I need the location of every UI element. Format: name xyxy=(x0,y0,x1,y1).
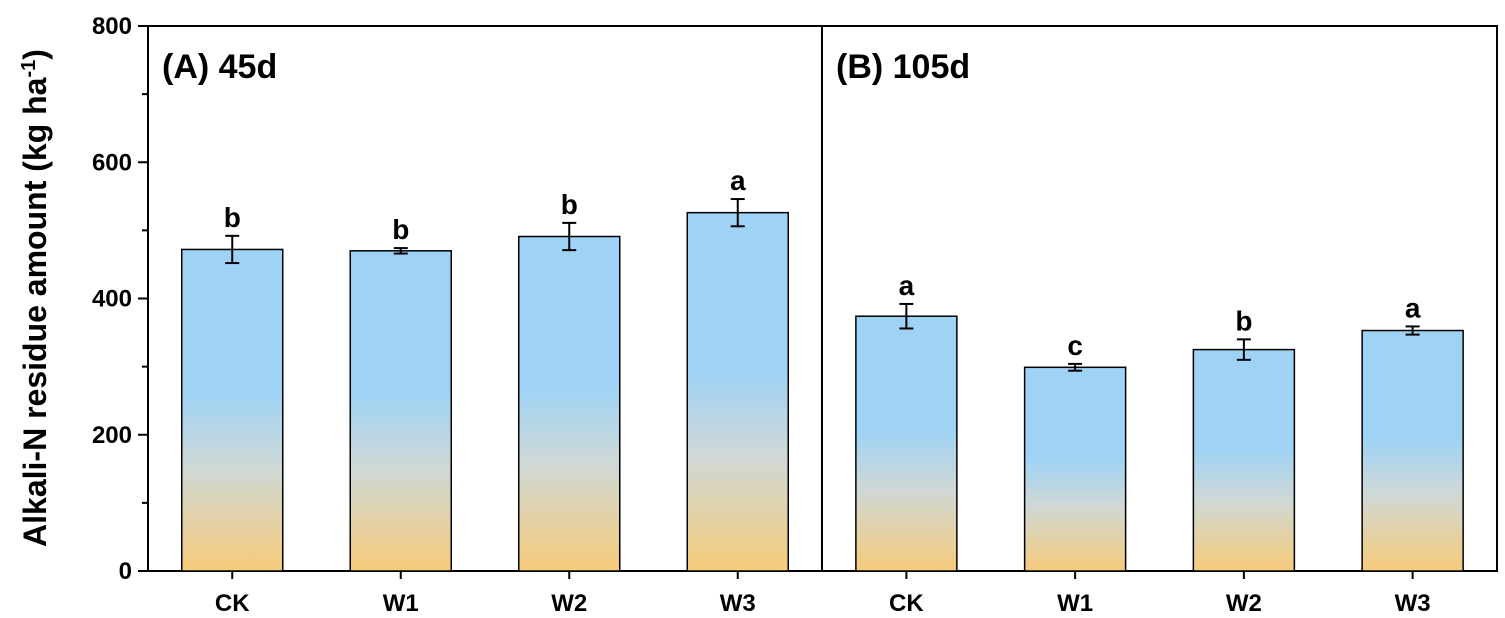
significance-letter: b xyxy=(224,202,241,233)
x-tick-label: W3 xyxy=(1395,590,1431,617)
bar-(A) 45d-W3 xyxy=(686,211,789,572)
y-tick-label: 200 xyxy=(92,422,132,449)
y-tick-label: 400 xyxy=(92,286,132,313)
x-tick-label: CK xyxy=(215,590,250,617)
significance-letter: b xyxy=(1235,305,1252,336)
panel-label: (A) 45d xyxy=(162,48,277,86)
bar-(B) 105d-W1 xyxy=(1023,366,1127,572)
significance-letter: c xyxy=(1067,330,1083,361)
significance-letter: a xyxy=(899,270,915,301)
y-tick-label: 800 xyxy=(92,13,132,40)
bar-(A) 45d-W1 xyxy=(349,250,452,572)
panel-label: (B) 105d xyxy=(836,48,970,86)
significance-letter: b xyxy=(392,214,409,245)
x-tick-label: CK xyxy=(889,590,924,617)
bars xyxy=(181,198,1464,572)
significance-letter: a xyxy=(730,165,746,196)
significance-letter: b xyxy=(561,189,578,220)
bar-(B) 105d-W3 xyxy=(1361,329,1464,572)
y-axis-title: Alkali-N residue amount (kg ha-1) xyxy=(17,49,53,547)
axes xyxy=(138,25,1498,579)
x-tick-label: W2 xyxy=(1226,590,1262,617)
x-tick-label: W2 xyxy=(551,590,587,617)
bar-(A) 45d-W2 xyxy=(518,235,621,572)
x-tick-label: W1 xyxy=(383,590,419,617)
bar-(A) 45d-CK xyxy=(181,248,284,572)
labels: 0 200 400 600 800 Alkali-N residue amount (kg… xyxy=(17,13,1431,617)
significance-letter: a xyxy=(1405,292,1421,323)
bar-(B) 105d-CK xyxy=(855,315,958,572)
x-tick-label: W3 xyxy=(720,590,756,617)
bar-(B) 105d-W2 xyxy=(1192,348,1296,572)
x-tick-label: W1 xyxy=(1057,590,1093,617)
y-tick-label: 0 xyxy=(119,558,132,585)
y-tick-label: 600 xyxy=(92,149,132,176)
